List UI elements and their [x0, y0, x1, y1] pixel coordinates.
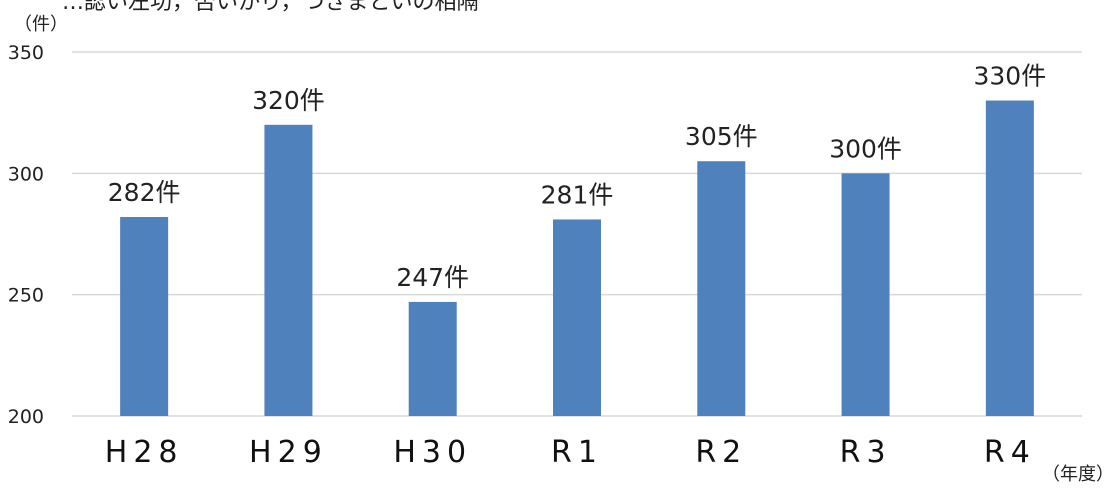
x-tick-label: R3: [840, 435, 892, 470]
data-label: 247件: [396, 263, 469, 292]
bar-h28: [120, 217, 168, 416]
y-tick-label: 350: [8, 42, 44, 64]
bar-h29: [264, 125, 312, 416]
bar-r4: [986, 101, 1034, 416]
x-tick-label: H29: [249, 435, 328, 470]
x-tick-label: R2: [695, 435, 747, 470]
x-tick-label: H30: [393, 435, 472, 470]
x-tick-label: R1: [551, 435, 603, 470]
bar-r3: [842, 173, 890, 416]
data-label: 281件: [541, 180, 614, 209]
data-label: 330件: [973, 62, 1046, 91]
data-label: 305件: [685, 122, 758, 151]
data-label: 300件: [829, 134, 902, 163]
y-tick-label: 200: [8, 406, 44, 428]
bar-h30: [409, 302, 457, 416]
bar-r1: [553, 219, 601, 416]
data-label: 320件: [252, 86, 325, 115]
y-tick-label: 250: [8, 285, 44, 307]
x-tick-label: H28: [105, 435, 184, 470]
bar-r2: [697, 161, 745, 416]
x-tick-label: R4: [984, 435, 1036, 470]
data-label: 282件: [108, 178, 181, 207]
y-tick-label: 300: [8, 163, 44, 185]
